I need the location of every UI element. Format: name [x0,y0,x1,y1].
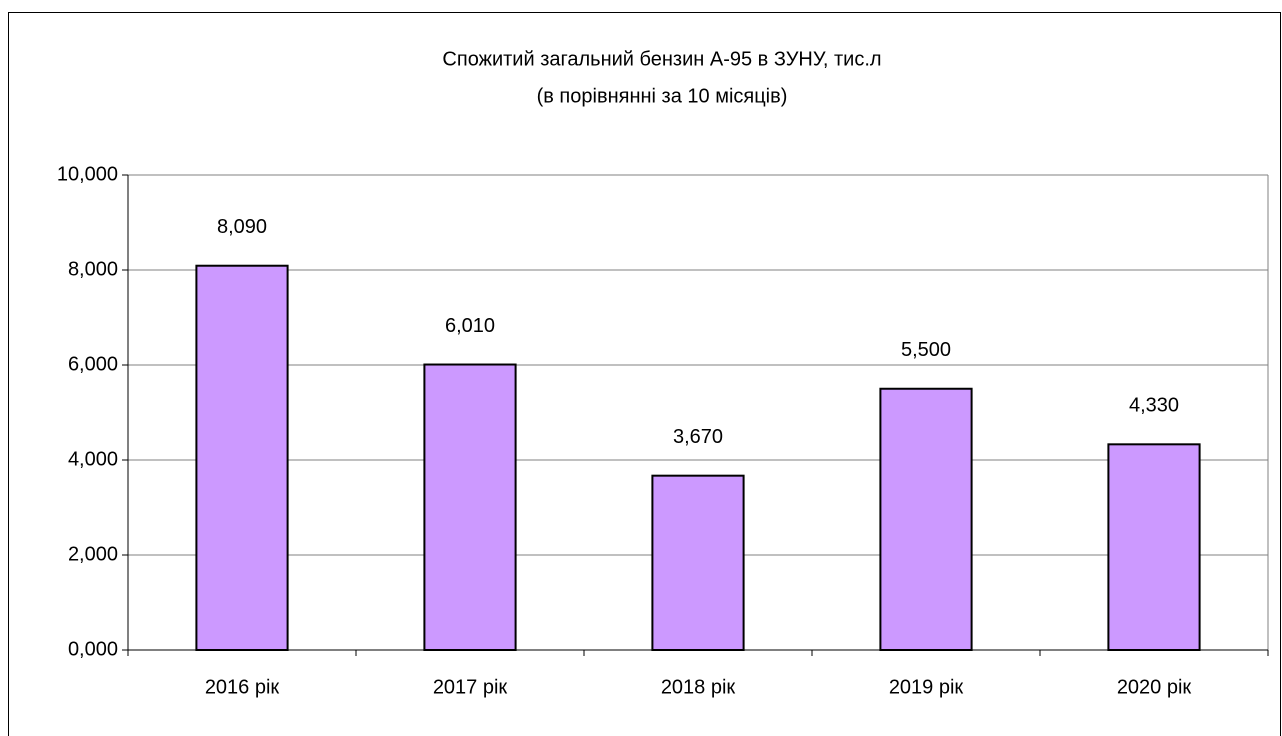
y-tick-label: 8,000 [68,258,118,280]
x-tick-label: 2019 рік [889,676,964,698]
bar [1107,443,1201,652]
y-tick-label: 10,000 [57,163,118,185]
y-tick-label: 0,000 [68,638,118,660]
chart-title: Спожитий загальний бензин А-95 в ЗУНУ, т… [442,48,881,70]
chart-subtitle: (в порівнянні за 10 місяців) [537,85,788,107]
x-tick-label: 2017 рік [433,676,508,698]
y-tick-label: 4,000 [68,448,118,470]
y-tick-label: 6,000 [68,353,118,375]
data-label: 8,090 [217,216,267,238]
bar [651,474,745,651]
data-label: 3,670 [673,426,723,448]
bar [879,387,973,651]
data-label: 5,500 [901,339,951,361]
x-tick-label: 2016 рік [205,676,280,698]
bar [423,363,517,651]
y-tick-label: 2,000 [68,543,118,565]
data-label: 6,010 [445,315,495,337]
data-label: 4,330 [1129,395,1179,417]
x-tick-label: 2018 рік [661,676,736,698]
bar [195,264,289,651]
x-tick-label: 2020 рік [1117,676,1192,698]
